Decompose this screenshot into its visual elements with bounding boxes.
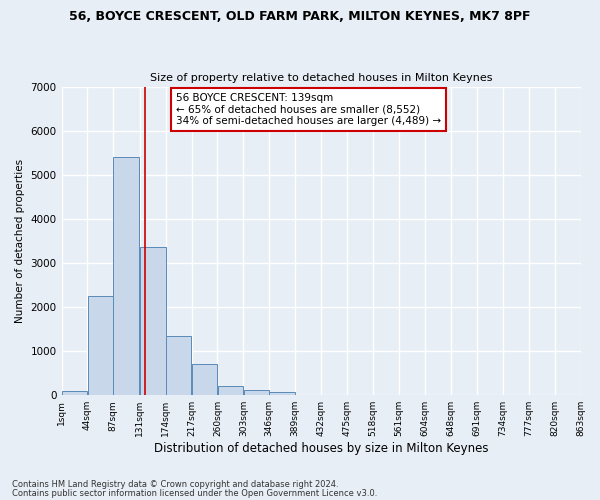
Bar bbox=[113, 157, 139, 395]
Bar bbox=[140, 248, 166, 395]
Text: Contains public sector information licensed under the Open Government Licence v3: Contains public sector information licen… bbox=[12, 488, 377, 498]
Bar bbox=[62, 391, 87, 395]
X-axis label: Distribution of detached houses by size in Milton Keynes: Distribution of detached houses by size … bbox=[154, 442, 488, 455]
Text: 56 BOYCE CRESCENT: 139sqm
← 65% of detached houses are smaller (8,552)
34% of se: 56 BOYCE CRESCENT: 139sqm ← 65% of detac… bbox=[176, 92, 441, 126]
Bar bbox=[88, 296, 113, 395]
Bar bbox=[192, 364, 217, 395]
Title: Size of property relative to detached houses in Milton Keynes: Size of property relative to detached ho… bbox=[150, 73, 492, 83]
Text: 56, BOYCE CRESCENT, OLD FARM PARK, MILTON KEYNES, MK7 8PF: 56, BOYCE CRESCENT, OLD FARM PARK, MILTO… bbox=[69, 10, 531, 23]
Bar bbox=[218, 386, 243, 395]
Y-axis label: Number of detached properties: Number of detached properties bbox=[15, 159, 25, 323]
Bar bbox=[166, 336, 191, 395]
Bar bbox=[269, 392, 295, 395]
Text: Contains HM Land Registry data © Crown copyright and database right 2024.: Contains HM Land Registry data © Crown c… bbox=[12, 480, 338, 489]
Bar bbox=[244, 390, 269, 395]
